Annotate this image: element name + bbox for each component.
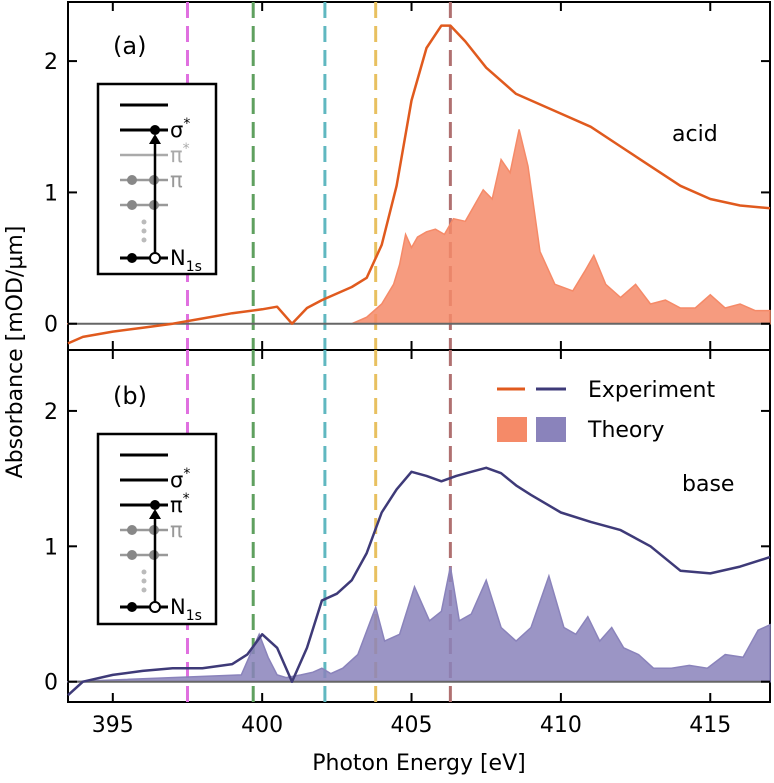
legend-theory-acid-swatch (497, 417, 527, 442)
inset-b-pi-star-label: π* (170, 491, 190, 517)
x-tick-label: 415 (689, 713, 731, 738)
panel-b-label: (b) (113, 382, 147, 410)
y-axis-label: Absorbance [mOD/µm] (3, 226, 28, 479)
inset-a-electron (127, 200, 137, 210)
x-tick-label: 395 (92, 713, 134, 738)
y-tick-label: 0 (44, 313, 58, 338)
panel-a-x-ticks (111, 2, 712, 350)
panel-b-x-ticks: 395 400 405 410 415 (92, 350, 731, 738)
panel-a: 0 1 2 (a) acid σ* π* π (44, 1, 771, 351)
panel-a-inset: σ* π* π N1s (96, 82, 218, 276)
y-tick-label: 1 (44, 181, 58, 206)
y-tick-label: 2 (44, 400, 58, 425)
inset-a-excited-electron (150, 125, 160, 135)
experiment-line-a (67, 24, 771, 345)
inset-a-ellipsis-dot (141, 237, 147, 243)
inset-a-n1s-label: N1s (170, 246, 202, 275)
panel-a-y-ticks: 0 1 2 (44, 50, 770, 338)
y-tick-label: 1 (44, 535, 58, 560)
inset-a-electron (127, 175, 137, 185)
x-tick-label: 400 (241, 713, 283, 738)
y-tick-label: 2 (44, 50, 58, 75)
inset-a-arrow-head (149, 134, 161, 144)
panel-b-series (67, 466, 771, 697)
inset-a-pi-star-label: π* (170, 141, 190, 167)
inset-b-sigma-star-label: σ* (170, 466, 190, 492)
panel-b-condition: base (682, 472, 734, 497)
panel-b-y-ticks: 0 1 2 (44, 400, 770, 696)
inset-a-sigma-star-label: σ* (170, 116, 190, 142)
inset-b-ellipsis-dot (141, 569, 147, 575)
inset-a-core-hole (149, 252, 161, 264)
inset-b-electron (127, 525, 137, 535)
panel-a-series (67, 24, 771, 345)
panel-b-frame (67, 349, 771, 703)
panel-b-inset: σ* π* π N1s (96, 432, 218, 626)
inset-b-pi-label: π (170, 518, 183, 542)
panel-b: 0 1 2 395 400 405 410 415 (b) base Experiment … (44, 349, 771, 738)
y-tick-label: 0 (44, 671, 58, 696)
theory-area-a (67, 129, 771, 325)
x-tick-label: 410 (540, 713, 582, 738)
inset-b-ellipsis-dot (141, 578, 147, 584)
panel-a-condition: acid (672, 122, 718, 147)
inset-b-core-electron (127, 602, 137, 612)
inset-b-n1s-label: N1s (170, 595, 202, 624)
legend: Experiment Theory (497, 378, 715, 443)
x-axis-label: Photon Energy [eV] (312, 751, 525, 776)
experiment-line-b (67, 466, 771, 697)
inset-b-arrow-head (149, 509, 161, 519)
legend-experiment-label: Experiment (588, 378, 715, 403)
inset-b-excited-electron (150, 500, 160, 510)
inset-a-pi-label: π (170, 168, 183, 192)
legend-theory-base-swatch (536, 417, 566, 442)
inset-b-electron (127, 550, 137, 560)
inset-a-ellipsis-dot (141, 228, 147, 234)
inset-b-ellipsis-dot (141, 587, 147, 593)
panel-a-label: (a) (113, 32, 146, 60)
inset-a-core-electron (127, 253, 137, 263)
inset-b-core-hole (149, 601, 161, 613)
legend-theory-label: Theory (587, 418, 664, 443)
inset-a-ellipsis-dot (141, 219, 147, 225)
x-tick-label: 405 (391, 713, 433, 738)
